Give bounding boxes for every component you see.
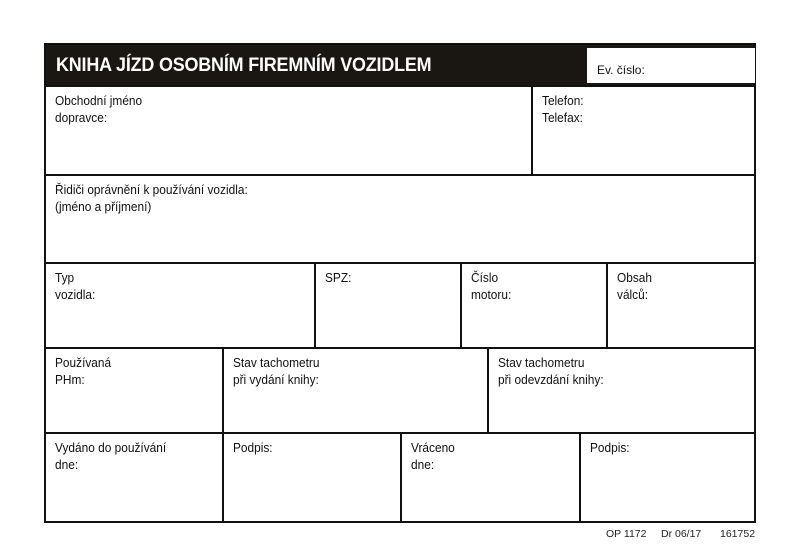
engine-number-field[interactable]: Číslo motoru: bbox=[460, 262, 608, 348]
form-title: KNIHA JÍZD OSOBNÍM FIREMNÍM VOZIDLEM bbox=[56, 54, 432, 76]
signature-2-field[interactable]: Podpis: bbox=[579, 432, 754, 521]
spz-field[interactable]: SPZ: bbox=[314, 262, 462, 348]
returned-date-field[interactable]: Vráceno dne: bbox=[400, 432, 581, 521]
spz-label: SPZ: bbox=[325, 271, 352, 285]
returned-date-label: Vráceno dne: bbox=[411, 441, 455, 472]
drivers-label: Řidiči oprávnění k používání vozidla: (j… bbox=[55, 183, 248, 214]
displacement-field[interactable]: Obsah válců: bbox=[606, 262, 754, 348]
form-code: OP 1172 bbox=[606, 528, 647, 540]
print-date: Dr 06/17 bbox=[661, 528, 702, 540]
fuel-field[interactable]: Používaná PHm: bbox=[46, 347, 224, 433]
logbook-form: KNIHA JÍZD OSOBNÍM FIREMNÍM VOZIDLEM Ev.… bbox=[44, 43, 756, 523]
odometer-return-field[interactable]: Stav tachometru při odevzdání knihy: bbox=[487, 347, 754, 433]
issued-date-field[interactable]: Vydáno do používání dne: bbox=[46, 432, 224, 521]
odometer-return-label: Stav tachometru při odevzdání knihy: bbox=[498, 356, 604, 387]
fuel-label: Používaná PHm: bbox=[55, 356, 112, 387]
signature-1-field[interactable]: Podpis: bbox=[222, 432, 402, 521]
odometer-issue-label: Stav tachometru při vydání knihy: bbox=[233, 356, 320, 387]
drivers-field[interactable]: Řidiči oprávnění k používání vozidla: (j… bbox=[46, 174, 754, 263]
vehicle-type-label: Typ vozidla: bbox=[55, 271, 96, 302]
engine-number-label: Číslo motoru: bbox=[471, 271, 512, 302]
odometer-issue-field[interactable]: Stav tachometru při vydání knihy: bbox=[222, 347, 489, 433]
company-field[interactable]: Obchodní jméno dopravce: bbox=[46, 85, 533, 175]
phone-field[interactable]: Telefon: Telefax: bbox=[531, 85, 754, 175]
company-label: Obchodní jméno dopravce: bbox=[55, 94, 143, 125]
signature-1-label: Podpis: bbox=[233, 441, 273, 455]
signature-2-label: Podpis: bbox=[590, 441, 630, 455]
displacement-label: Obsah válců: bbox=[617, 271, 653, 302]
issued-date-label: Vydáno do používání dne: bbox=[55, 441, 167, 472]
ev-cislo-label: Ev. číslo: bbox=[597, 63, 645, 77]
form-number: 161752 bbox=[720, 528, 756, 540]
ev-cislo-field[interactable]: Ev. číslo: bbox=[587, 48, 755, 83]
form-header: KNIHA JÍZD OSOBNÍM FIREMNÍM VOZIDLEM Ev.… bbox=[46, 45, 755, 85]
vehicle-type-field[interactable]: Typ vozidla: bbox=[46, 262, 316, 348]
phone-label: Telefon: Telefax: bbox=[542, 94, 584, 125]
